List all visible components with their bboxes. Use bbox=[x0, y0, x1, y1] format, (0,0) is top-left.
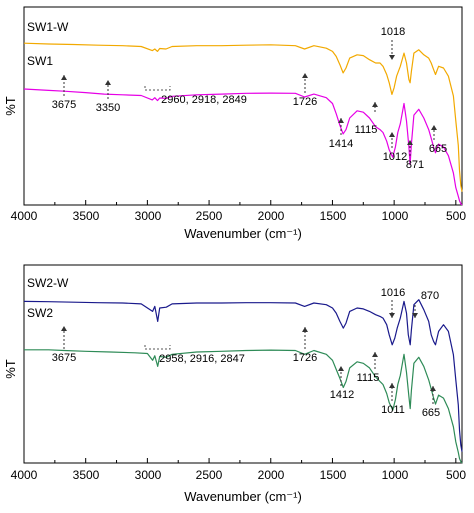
panel-2-tick-label: 3000 bbox=[135, 468, 162, 482]
panel-1-tick-label: 3000 bbox=[135, 209, 162, 223]
annotation-arrow-head bbox=[338, 118, 344, 123]
annotation-label: 1412 bbox=[330, 389, 354, 401]
panel-2-tick-label: 4000 bbox=[11, 468, 38, 482]
panel-2-tick-label: 2000 bbox=[258, 468, 285, 482]
spectrum-line-sw2 bbox=[24, 349, 463, 464]
annotation-label: 870 bbox=[421, 290, 439, 302]
panel-1-tick-label: 2000 bbox=[258, 209, 285, 223]
panel-2-frame bbox=[23, 264, 463, 464]
panel-1-frame bbox=[23, 6, 463, 206]
panel-1-tick-label: 3500 bbox=[73, 209, 100, 223]
annotation-arrow-head bbox=[389, 132, 395, 137]
panel-2-dashed-bracket bbox=[144, 345, 171, 350]
annotation-label: 2960, 2918, 2849 bbox=[161, 94, 247, 106]
panel-1-x-axis-label: Wavenumber (cm⁻¹) bbox=[184, 226, 302, 241]
annotation-arrow-head bbox=[61, 75, 67, 80]
panel-1-tick-label: 4000 bbox=[11, 209, 38, 223]
panel-2-tick-label: 1500 bbox=[320, 468, 347, 482]
annotation-label: 1115 bbox=[355, 124, 378, 136]
panel-2-tick-label: 1000 bbox=[382, 468, 409, 482]
annotation-arrow-head bbox=[412, 313, 418, 318]
panel-2-x-axis-label: Wavenumber (cm⁻¹) bbox=[184, 489, 302, 504]
annotation-arrow-head bbox=[372, 102, 378, 107]
panel-1-x-ticks bbox=[23, 200, 457, 205]
annotation-label: 1018 bbox=[381, 26, 405, 38]
panel-1-plot bbox=[23, 42, 463, 206]
annotation-label: 665 bbox=[422, 407, 440, 419]
panel-1-tick-label: 2500 bbox=[196, 209, 223, 223]
annotation-label: 1011 bbox=[381, 404, 405, 416]
annotation-label: 1726 bbox=[293, 352, 317, 364]
legend-sw2: SW2 bbox=[27, 306, 53, 320]
annotation-label: 1016 bbox=[381, 287, 405, 299]
panel-2-annotation-arrows bbox=[61, 300, 436, 404]
panel-2-tick-label: 2500 bbox=[196, 468, 223, 482]
annotation-arrow-head bbox=[430, 386, 436, 391]
annotation-arrow-head bbox=[431, 125, 437, 130]
annotation-arrow-head bbox=[372, 352, 378, 357]
annotation-arrow-head bbox=[302, 73, 308, 78]
annotation-label: 1012 bbox=[383, 151, 407, 163]
annotation-label: 2958, 2916, 2847 bbox=[159, 353, 245, 365]
spectrum-line-sw1-w bbox=[23, 42, 463, 192]
legend-sw1: SW1 bbox=[27, 54, 53, 68]
annotation-arrow-head bbox=[389, 313, 395, 318]
annotation-arrow-head bbox=[389, 383, 395, 388]
annotation-label: 1115 bbox=[357, 372, 380, 384]
annotation-label: 665 bbox=[429, 143, 447, 155]
annotation-label: 3350 bbox=[96, 102, 120, 114]
annotation-arrow-head bbox=[407, 140, 413, 145]
annotation-label: 1414 bbox=[329, 138, 353, 150]
panel-2-x-ticks bbox=[23, 458, 457, 463]
panel-1-dashed-bracket bbox=[144, 86, 171, 91]
annotation-arrow-head bbox=[302, 327, 308, 332]
panel-2-y-axis-label: %T bbox=[3, 359, 18, 379]
annotation-arrow-head bbox=[389, 55, 395, 60]
annotation-arrow-head bbox=[61, 326, 67, 331]
annotation-label: 1726 bbox=[293, 96, 317, 108]
legend-sw1-w: SW1-W bbox=[27, 20, 69, 34]
panel-1-tick-label: 500 bbox=[446, 209, 466, 223]
annotation-label: 3675 bbox=[52, 99, 76, 111]
panel-1-tick-label: 1000 bbox=[382, 209, 409, 223]
annotation-label: 3675 bbox=[52, 352, 76, 364]
annotation-label: 871 bbox=[406, 159, 424, 171]
annotation-arrow-head bbox=[105, 80, 111, 85]
panel-2-tick-label: 500 bbox=[446, 468, 466, 482]
panel-2-plot bbox=[23, 299, 463, 464]
annotation-arrow-head bbox=[338, 366, 344, 371]
panel-1-y-axis-label: %T bbox=[3, 96, 18, 116]
spectrum-line-sw1 bbox=[23, 88, 463, 206]
panel-1-annotation-arrows bbox=[61, 40, 437, 156]
spectrum-line-sw2-w bbox=[23, 299, 463, 452]
panel-2: 4000 3500 3000 2500 2000 1500 1000 500 W… bbox=[3, 264, 466, 504]
legend-sw2-w: SW2-W bbox=[27, 276, 69, 290]
panel-1: 4000 3500 3000 2500 2000 1500 1000 500 W… bbox=[3, 6, 466, 241]
panel-1-tick-label: 1500 bbox=[320, 209, 347, 223]
panel-2-tick-label: 3500 bbox=[73, 468, 100, 482]
